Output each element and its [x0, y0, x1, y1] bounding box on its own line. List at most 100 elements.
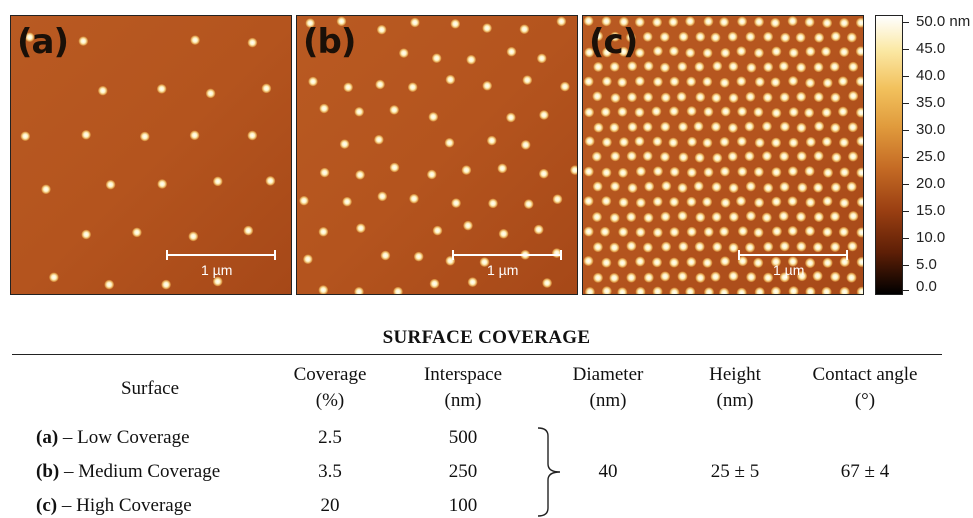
- header-surface: Surface: [100, 376, 200, 402]
- nanopillar: [744, 151, 754, 161]
- nanopillar: [772, 226, 782, 236]
- nanopillar: [737, 136, 747, 146]
- colorbar-label-50: 50.0 nm: [916, 13, 970, 30]
- colorbar-tick: [903, 265, 909, 266]
- nanopillar: [728, 61, 738, 71]
- nanopillar: [635, 256, 645, 266]
- nanopillar: [796, 241, 806, 251]
- nanopillar: [669, 46, 679, 56]
- colorbar-label-0: 0.0: [916, 278, 937, 295]
- nanopillar: [754, 48, 764, 58]
- nanopillar: [356, 223, 366, 233]
- colorbar-label-25: 25.0: [916, 148, 945, 165]
- nanopillar: [340, 139, 350, 149]
- row-b-interspace: 250: [400, 460, 526, 484]
- nanopillar: [593, 242, 603, 252]
- nanopillar: [848, 122, 858, 132]
- row-c-coverage: 20: [270, 494, 390, 518]
- row-b-name: – Medium Coverage: [64, 461, 220, 482]
- nanopillar: [643, 61, 653, 71]
- nanopillar: [20, 131, 30, 141]
- nanopillar: [247, 131, 257, 141]
- nanopillar: [822, 227, 832, 237]
- nanopillar: [669, 106, 679, 116]
- nanopillar: [762, 151, 772, 161]
- nanopillar: [736, 196, 746, 206]
- nanopillar: [814, 33, 824, 43]
- nanopillar: [592, 212, 602, 222]
- nanopillar: [584, 226, 594, 236]
- nanopillar: [668, 137, 678, 147]
- nanopillar: [213, 176, 223, 186]
- nanopillar: [188, 231, 198, 241]
- nanopillar: [687, 137, 697, 147]
- nanopillar: [539, 169, 549, 179]
- nanopillar: [755, 138, 765, 148]
- nanopillar: [822, 258, 832, 268]
- nanopillar: [617, 77, 627, 87]
- nanopillar: [98, 86, 108, 96]
- header-contact-angle: Contact angle (°): [795, 362, 935, 414]
- nanopillar: [354, 107, 364, 117]
- colorbar-tick: [903, 130, 909, 131]
- nanopillar: [521, 140, 531, 150]
- nanopillar: [661, 92, 671, 102]
- nanopillar: [830, 123, 840, 133]
- nanopillar: [746, 272, 756, 282]
- nanopillar: [660, 212, 670, 222]
- nanopillar: [522, 75, 532, 85]
- nanopillar: [81, 230, 91, 240]
- nanopillar: [770, 18, 780, 28]
- nanopillar: [584, 76, 594, 86]
- nanopillar: [848, 151, 858, 161]
- nanopillar: [848, 91, 858, 101]
- nanopillar: [710, 32, 720, 42]
- nanopillar: [627, 92, 637, 102]
- nanopillar: [839, 167, 849, 177]
- nanopillar: [499, 229, 509, 239]
- nanopillar: [694, 181, 704, 191]
- nanopillar: [660, 122, 670, 132]
- nanopillar: [609, 242, 619, 252]
- colorbar-tick: [903, 157, 909, 158]
- nanopillar: [736, 46, 746, 56]
- nanopillar: [140, 132, 150, 142]
- nanopillar: [704, 227, 714, 237]
- nanopillar: [524, 199, 534, 209]
- nanopillar: [380, 251, 390, 261]
- nanopillar: [712, 242, 722, 252]
- nanopillar: [643, 242, 653, 252]
- nanopillar: [755, 77, 765, 87]
- nanopillar: [463, 221, 473, 231]
- nanopillar: [685, 48, 695, 58]
- colorbar-label-40: 40.0: [916, 67, 945, 84]
- nanopillar: [643, 32, 653, 42]
- row-a-interspace: 500: [400, 426, 526, 450]
- nanopillar: [745, 32, 755, 42]
- nanopillar: [104, 280, 114, 290]
- nanopillar: [537, 53, 547, 63]
- nanopillar: [374, 135, 384, 145]
- nanopillar: [796, 123, 806, 133]
- nanopillar: [320, 168, 330, 178]
- row-c-id: (c): [36, 495, 57, 516]
- nanopillar: [409, 194, 419, 204]
- nanopillar: [627, 183, 637, 193]
- nanopillar: [771, 197, 781, 207]
- nanopillar: [653, 166, 663, 176]
- nanopillar: [610, 93, 620, 103]
- nanopillar: [812, 271, 822, 281]
- shared-height: 25 ± 5: [680, 460, 790, 484]
- nanopillar: [676, 92, 686, 102]
- nanopillar: [763, 32, 773, 42]
- nanopillar: [377, 191, 387, 201]
- nanopillar: [660, 32, 670, 42]
- nanopillar: [601, 107, 611, 117]
- row-c-surface: (c) – High Coverage: [36, 494, 192, 518]
- nanopillar: [677, 271, 687, 281]
- nanopillar: [132, 227, 142, 237]
- nanopillar: [720, 256, 730, 266]
- afm-panel-c: (c) 1 µm: [582, 15, 864, 295]
- nanopillar: [789, 48, 799, 58]
- nanopillar: [487, 136, 497, 146]
